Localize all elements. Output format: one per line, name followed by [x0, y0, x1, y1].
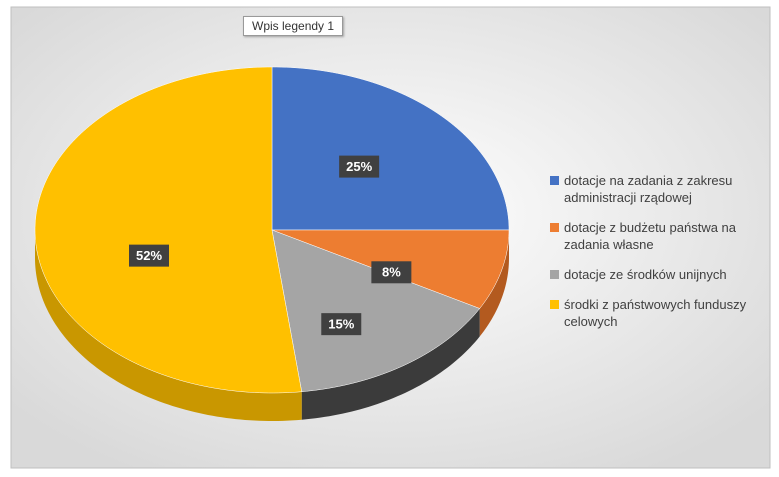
slice-side [35, 230, 302, 421]
pie-tops [34, 66, 510, 394]
data-label: 25% [346, 159, 372, 174]
data-label-box [371, 261, 412, 284]
data-label-box [339, 155, 380, 178]
data-label: 8% [382, 265, 401, 280]
legend-swatch [550, 300, 559, 309]
pie: 25% 8% 15% 52% [34, 66, 510, 421]
legend-tooltip: Wpis legendy 1 [243, 16, 344, 36]
legend-item: dotacje ze środków unijnych [548, 266, 773, 283]
legend-swatch [550, 176, 559, 185]
slice-side [301, 308, 480, 420]
legend: dotacje na zadania z zakresu administrac… [548, 172, 773, 343]
legend-label: dotacje ze środków unijnych [564, 267, 727, 282]
legend-label: dotacje na zadania z zakresu administrac… [564, 173, 733, 205]
legend-item: dotacje na zadania z zakresu administrac… [548, 172, 773, 206]
legend-swatch [550, 223, 559, 232]
legend-label: środki z państwowych funduszy celowych [564, 297, 747, 329]
legend-item: środki z państwowych funduszy celowych [548, 296, 773, 330]
data-labels: 25% 8% 15% 52% [129, 155, 412, 336]
legend-label: dotacje z budżetu państwa na zadania wła… [564, 220, 737, 252]
data-label-box [321, 313, 362, 336]
legend-swatch [550, 270, 559, 279]
legend-item: dotacje z budżetu państwa na zadania wła… [548, 219, 773, 253]
slice [271, 66, 510, 231]
data-label: 52% [136, 248, 162, 263]
pie-sides [35, 230, 509, 421]
slice [271, 229, 481, 392]
slice [34, 66, 302, 394]
data-label-box [129, 244, 170, 267]
data-label: 15% [328, 317, 354, 332]
slice-side [479, 230, 509, 337]
